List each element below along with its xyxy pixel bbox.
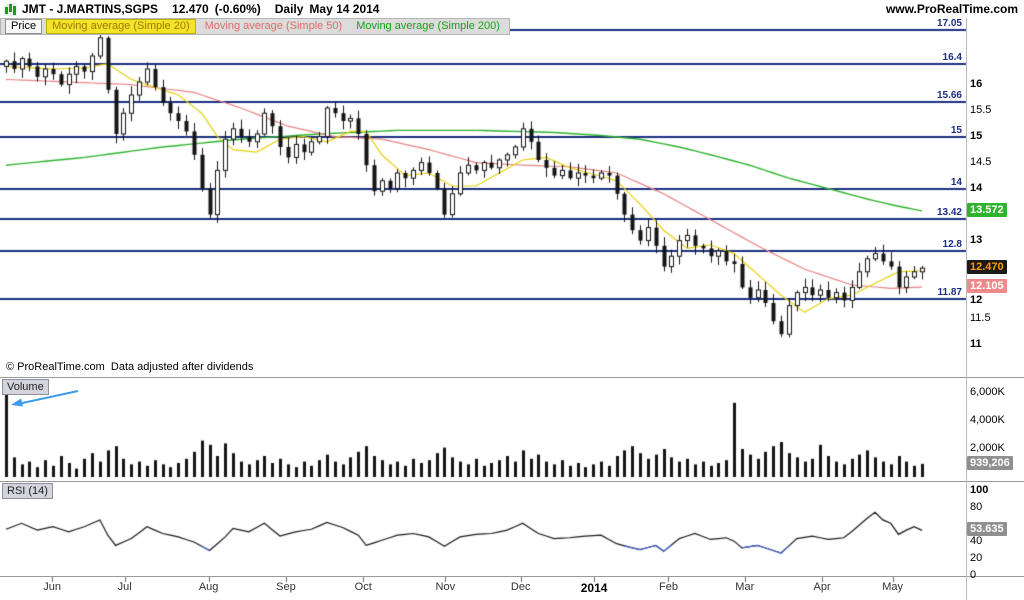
last-price: 12.470 (172, 2, 209, 16)
legend-ma200[interactable]: Moving average (Simple 200) (356, 20, 500, 32)
change-percent: (-0.60%) (214, 2, 261, 16)
volume-value-badge: 939,206 (967, 455, 1013, 470)
ma200-value-badge: 13.572 (967, 202, 1007, 217)
rsi-pane-label[interactable]: RSI (14) (2, 483, 53, 499)
pane-separator (0, 377, 1024, 378)
legend-ma20[interactable]: Moving average (Simple 20) (46, 19, 196, 34)
rsi-value-badge: 53.635 (967, 522, 1007, 537)
copyright-text: © ProRealTime.com Data adjusted after di… (6, 361, 254, 373)
price-axis-border (966, 18, 967, 600)
ma50-value-badge: 12.105 (967, 279, 1007, 294)
chart-icon (4, 2, 17, 16)
site-link[interactable]: www.ProRealTime.com (885, 2, 1018, 16)
pane-separator (0, 481, 1024, 482)
legend-ma50[interactable]: Moving average (Simple 50) (204, 20, 343, 32)
last-price-badge: 12.470 (967, 260, 1007, 275)
pane-separator (0, 576, 1024, 577)
legend-price[interactable]: Price (5, 19, 43, 34)
volume-pane-label[interactable]: Volume (2, 379, 49, 395)
legend-bar: Price Moving average (Simple 20) Moving … (0, 18, 510, 35)
arrow-annotation[interactable] (0, 382, 140, 422)
date-label: May 14 2014 (309, 2, 380, 16)
title-bar: JMT - J.MARTINS,SGPS 12.470 (-0.60%) Dai… (0, 0, 1024, 18)
symbol-title: JMT - J.MARTINS,SGPS (22, 2, 159, 16)
timeframe-label: Daily (274, 2, 304, 16)
